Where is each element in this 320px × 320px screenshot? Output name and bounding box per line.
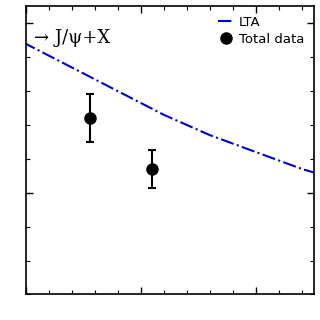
Legend: LTA, Total data: LTA, Total data (215, 13, 307, 48)
Text: → J/ψ+X: → J/ψ+X (34, 29, 110, 47)
